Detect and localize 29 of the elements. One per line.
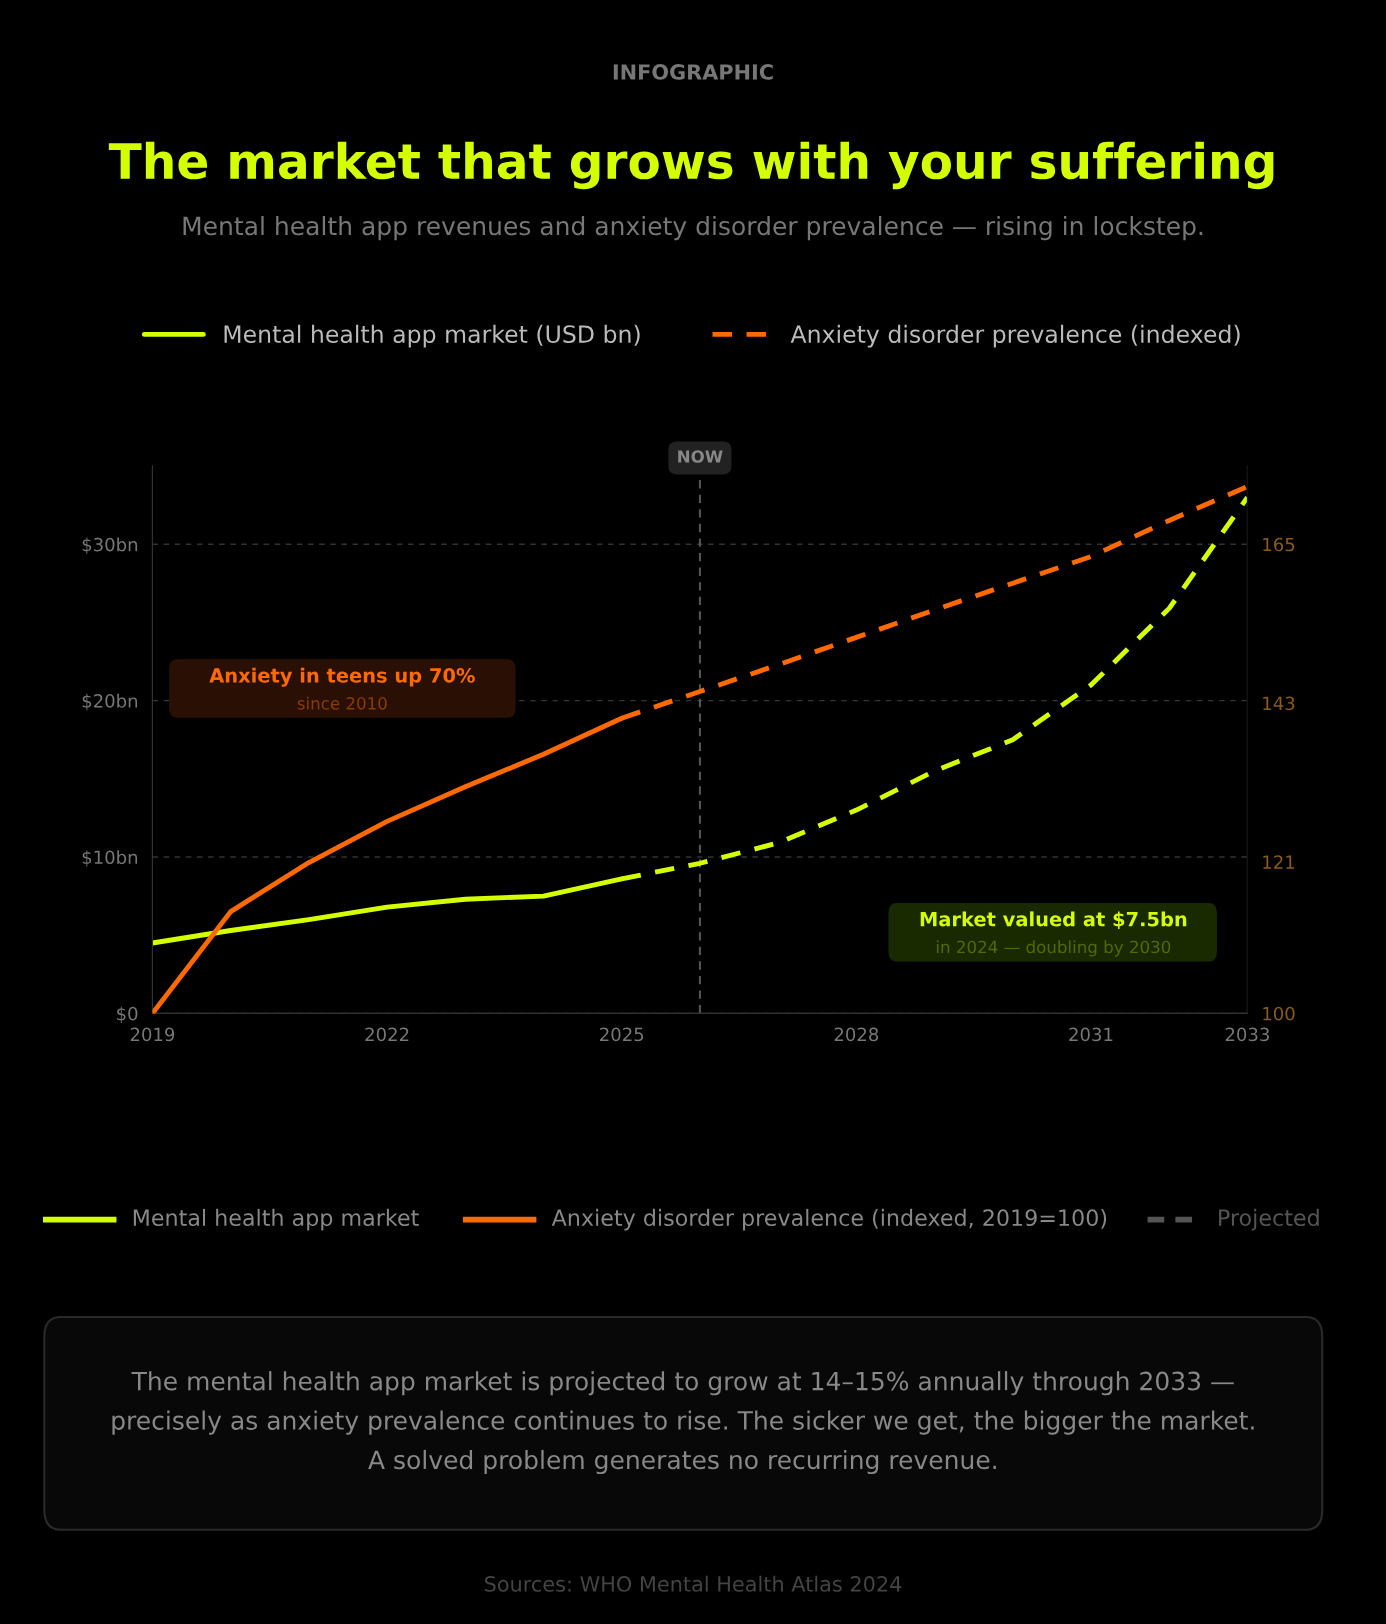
annotation: in 2024 — doubling by 2030 — [936, 940, 1171, 957]
ref-line-label: NOW — [678, 450, 723, 463]
x-tick-label: 2028 — [834, 1027, 879, 1042]
chart-subtitle: Mental health app revenues and anxiety disorder prevalence — rising in lockstep. — [183, 215, 1203, 241]
y2-tick-label: 121 — [1263, 855, 1295, 869]
y-tick-label: $30bn — [82, 537, 138, 554]
y2-tick-label: 165 — [1263, 537, 1295, 552]
text: INFOGRAPHIC — [613, 64, 773, 80]
source-note: Sources: WHO Mental Health Atlas 2024 — [484, 1575, 902, 1592]
chart-title: The market that grows with your suffering — [108, 141, 1274, 190]
annotation: since 2010 — [297, 696, 387, 710]
y-tick-label: $0 — [117, 1006, 138, 1023]
y-tick-label: $20bn — [82, 693, 138, 711]
text: Anxiety disorder prevalence (indexed, 2019=100) — [551, 1208, 1107, 1231]
x-tick-label: 2019 — [130, 1027, 175, 1042]
text: Mental health app market — [133, 1208, 419, 1231]
legend-label: Anxiety disorder prevalence (indexed) — [790, 324, 1240, 348]
legend-label: Mental health app market (USD bn) — [224, 324, 640, 348]
y2-tick-label: 143 — [1263, 696, 1295, 711]
annotation: Market valued at $7.5bn — [920, 911, 1187, 930]
text: The mental health app market is projected to grow at 14–15% annually through 2033 — precisely as anxiety prevalence continues to rise. The sicker we get, the bigger the market. A solved problem generates no recurring revenue. — [112, 1371, 1254, 1475]
y-tick-label: $10bn — [82, 850, 138, 867]
x-tick-label: 2022 — [365, 1027, 409, 1042]
annotation: Anxiety in teens up 70% — [209, 667, 475, 687]
text: Projected — [1219, 1208, 1319, 1231]
x-tick-label: 2033 — [1225, 1027, 1269, 1042]
x-tick-label: 2025 — [600, 1027, 644, 1042]
x-tick-label: 2031 — [1069, 1027, 1113, 1042]
y2-tick-label: 100 — [1263, 1006, 1295, 1021]
